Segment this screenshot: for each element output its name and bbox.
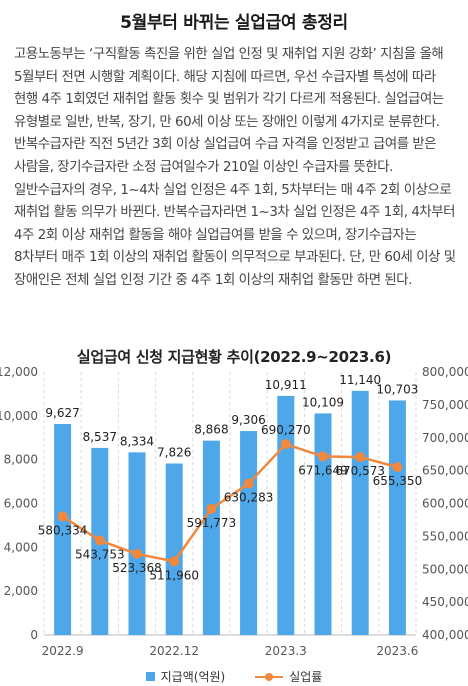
- bar-value-label: 10,109: [302, 395, 344, 409]
- legend-line-label: 실업률: [289, 670, 323, 684]
- line-value-label: 630,283: [224, 491, 274, 505]
- article-paragraph: 일반수급자의 경우, 1~4차 실업 인정은 4주 1회, 5차부터는 매 4주…: [14, 182, 456, 288]
- y-right-tick-label: 700,000: [422, 431, 468, 445]
- line-point: [243, 478, 254, 489]
- line-value-label: 670,573: [335, 464, 385, 478]
- x-tick-label: 2023.6: [376, 644, 418, 658]
- line-point: [169, 556, 180, 567]
- article-body: 고용노동부는 ‘구직활동 촉진을 위한 실업 인정 및 재취업 지원 강화’ 지…: [14, 44, 456, 293]
- y-right-tick-label: 500,000: [422, 562, 468, 576]
- legend-bar-label: 지급액(억원): [160, 670, 226, 684]
- chart: 0 2,000 4,000 6,000 8,000 10,000 12,000 400,000…: [0, 365, 468, 658]
- line-point: [206, 503, 217, 514]
- y-right-tick-label: 450,000: [422, 595, 468, 609]
- bar: [314, 413, 332, 635]
- bar: [202, 440, 220, 635]
- bar: [54, 424, 72, 635]
- line-value-label: 511,960: [149, 568, 199, 582]
- bar-value-label: 7,826: [157, 445, 191, 459]
- y-right-tick-label: 600,000: [422, 497, 468, 511]
- line-value-label: 580,334: [38, 523, 88, 537]
- line-point: [280, 439, 291, 450]
- line-point: [94, 535, 105, 546]
- bar-value-label: 10,911: [265, 378, 307, 392]
- line-value-label: 671,649: [298, 463, 348, 477]
- y-left-tick-label: 10,000: [0, 409, 38, 423]
- x-tick-label: 2023.3: [265, 644, 307, 658]
- y-right-tick-label: 400,000: [422, 628, 468, 642]
- x-tick-label: 2022.12: [149, 644, 199, 658]
- bar-value-label: 8,334: [120, 434, 154, 448]
- chart-title: 실업급여 신청 지급현황 추이(2022.9~2023.6): [76, 348, 392, 366]
- x-tick-label: 2022.9: [42, 644, 84, 658]
- line-value-label: 655,350: [373, 474, 423, 488]
- y-right-tick-label: 800,000: [422, 365, 468, 379]
- legend-line-swatch: [255, 672, 284, 682]
- legend-item-line: 실업률: [255, 668, 322, 685]
- line-value-label: 690,270: [261, 423, 311, 437]
- bar: [388, 400, 406, 635]
- line-value-label: 543,753: [75, 547, 125, 561]
- y-left-tick-label: 8,000: [4, 453, 38, 467]
- y-left-tick-label: 12,000: [0, 365, 38, 379]
- article-paragraph: 고용노동부는 ‘구직활동 촉진을 위한 실업 인정 및 재취업 지원 강화’ 지…: [14, 47, 444, 175]
- line-value-label: 591,773: [187, 516, 237, 530]
- bar-value-label: 10,703: [376, 382, 418, 396]
- bar-value-label: 8,868: [194, 423, 228, 437]
- line-point: [355, 452, 366, 463]
- bar-value-label: 9,306: [231, 413, 265, 427]
- bar-value-label: 11,140: [339, 373, 381, 387]
- legend-item-bars: 지급액(억원): [145, 668, 226, 685]
- line-point: [57, 511, 68, 522]
- article-title: 5월부터 바뀌는 실업급여 총정리: [120, 13, 348, 33]
- line-point: [392, 462, 403, 473]
- line-point: [132, 548, 142, 559]
- bar-value-label: 9,627: [45, 406, 79, 420]
- bar: [277, 395, 295, 635]
- line-point: [318, 451, 328, 462]
- y-left-tick-label: 0: [30, 628, 38, 642]
- legend-bar-swatch: [145, 672, 155, 681]
- y-left-tick-label: 2,000: [4, 584, 38, 598]
- bar: [165, 463, 183, 635]
- y-left-tick-label: 6,000: [4, 497, 38, 511]
- bar: [128, 452, 146, 635]
- line-series: [61, 442, 398, 563]
- bar-value-label: 8,537: [83, 430, 117, 444]
- y-right-tick-label: 650,000: [422, 464, 468, 478]
- line-value-label: 523,368: [112, 561, 162, 575]
- y-left-tick-label: 4,000: [4, 540, 38, 554]
- bar: [351, 390, 369, 635]
- y-right-tick-label: 750,000: [422, 398, 468, 412]
- chart-legend: 지급액(억원) 실업률: [0, 668, 468, 685]
- y-right-tick-label: 550,000: [422, 529, 468, 543]
- bar: [240, 431, 258, 635]
